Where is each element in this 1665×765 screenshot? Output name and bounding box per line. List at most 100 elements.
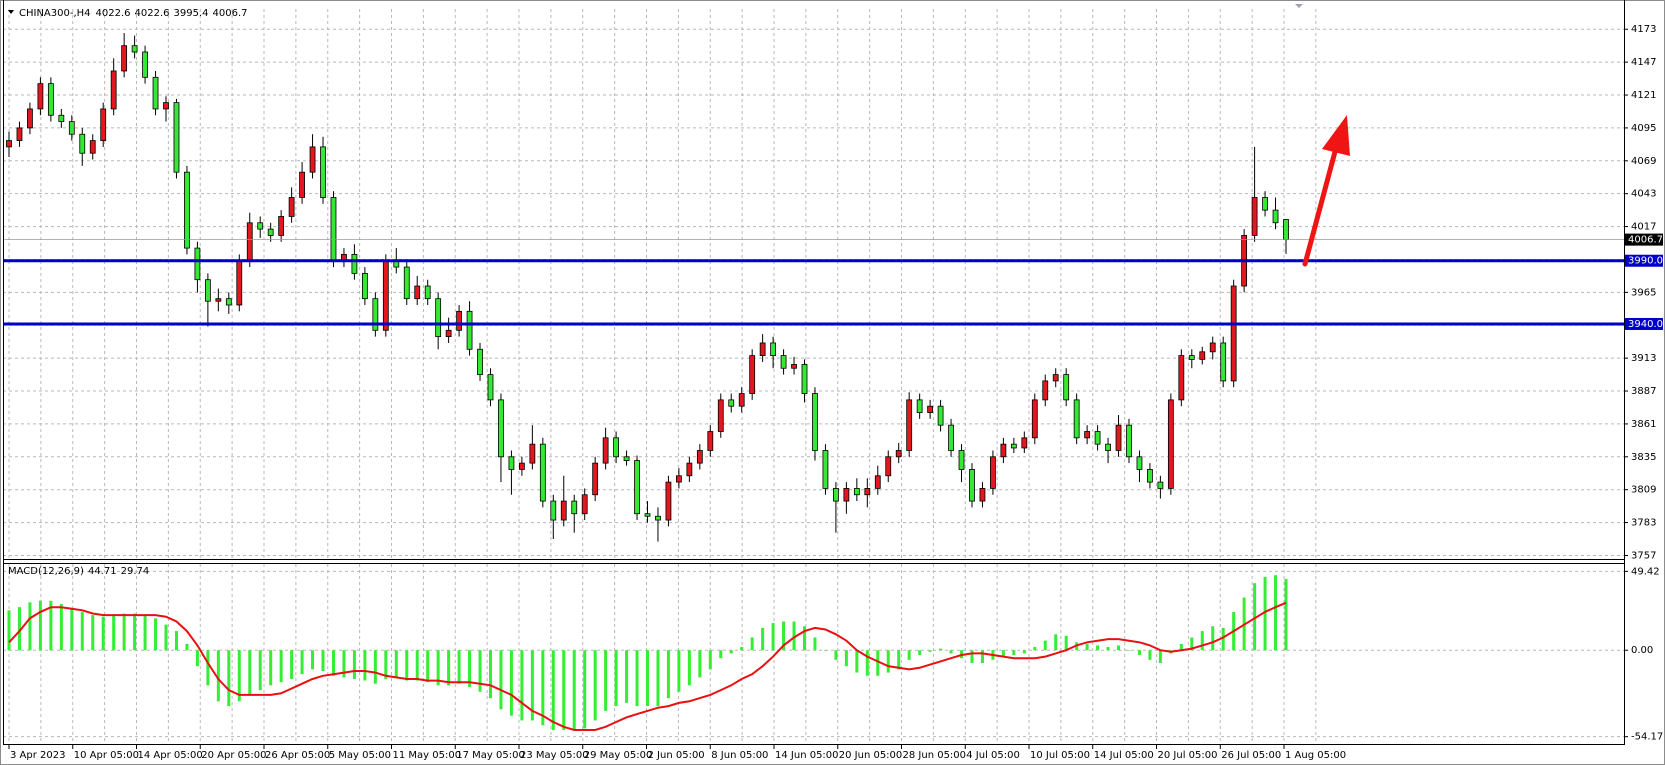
candle-body: [110, 70, 117, 110]
time-label: 1 Aug 05:00: [1285, 750, 1346, 761]
macd-bar: [101, 616, 105, 651]
macd-bar: [405, 650, 409, 681]
candle-body: [498, 399, 504, 458]
macd-bar: [185, 643, 189, 651]
header-menu-icon[interactable]: [8, 10, 14, 14]
candle-body: [1199, 351, 1206, 360]
macd-bar: [980, 650, 984, 664]
candle-body: [738, 393, 745, 407]
candle-body: [1157, 481, 1164, 489]
candle-body: [163, 102, 169, 110]
signal-line: [8, 601, 1287, 731]
candle-body: [728, 399, 735, 407]
macd-bar: [122, 613, 126, 651]
macd-bar: [708, 650, 712, 670]
macd-bar: [687, 650, 691, 686]
macd-bar: [499, 650, 503, 710]
macd-bar: [635, 650, 639, 707]
candle-body: [874, 475, 881, 489]
candle-body: [309, 146, 316, 173]
candle-body: [16, 127, 23, 141]
candle-body: [1147, 469, 1153, 483]
candle-body: [853, 488, 860, 496]
macd-bar: [248, 650, 252, 695]
macd-bar: [457, 650, 461, 684]
candle-body: [257, 222, 264, 230]
candle-body: [1283, 219, 1289, 241]
macd-bar: [886, 650, 890, 673]
macd-bar: [803, 626, 807, 651]
macd-bar: [1179, 643, 1183, 651]
candle-body: [403, 266, 410, 300]
macd-bar: [373, 650, 377, 684]
candle-body: [539, 443, 546, 502]
macd-bar: [551, 650, 555, 731]
candle-body: [1021, 437, 1028, 449]
candle-body: [1094, 431, 1101, 445]
candle-body: [1084, 431, 1091, 439]
level-box: [1625, 317, 1663, 330]
macd-bar: [447, 650, 451, 686]
macd-bar: [855, 650, 859, 673]
y-tick-label: 4173: [1631, 24, 1656, 35]
time-label: 29 May 05:00: [584, 750, 653, 761]
candle-body: [948, 424, 954, 451]
macd-bar: [918, 650, 922, 656]
candle-body: [717, 399, 724, 432]
y-tick-label: 4017: [1631, 222, 1656, 233]
y-tick-label: 3861: [1631, 419, 1656, 430]
time-label: 20 Jul 05:00: [1158, 750, 1218, 761]
macd-bar: [478, 650, 482, 692]
candle-body: [121, 45, 128, 72]
macd-bar: [258, 650, 262, 691]
macd-bar: [1158, 650, 1162, 664]
arrow-shaft: [1302, 145, 1339, 267]
indicator-name: MACD(12,26,9): [8, 566, 84, 577]
macd-bar: [897, 650, 901, 670]
candle-body: [613, 437, 619, 458]
marks-layer: [3, 33, 1624, 731]
candle-body: [225, 298, 232, 306]
candle-body: [969, 469, 975, 502]
candle-body: [833, 488, 839, 502]
candle-body: [822, 450, 829, 489]
time-label: 10 Jul 05:00: [1030, 750, 1090, 761]
candle-body: [236, 260, 243, 306]
macd-bar: [237, 650, 241, 702]
macd-bar: [719, 650, 723, 659]
macd-bar: [970, 650, 974, 664]
candle-body: [68, 121, 75, 135]
macd-bar: [834, 650, 838, 660]
candle-body: [676, 475, 682, 483]
candle-body: [1251, 197, 1258, 236]
candle-body: [372, 298, 379, 331]
candle-body: [916, 399, 923, 413]
candle-body: [1188, 355, 1195, 360]
current-price-label: 4006.7: [1628, 235, 1663, 246]
macd-bar: [28, 602, 32, 651]
candle-body: [508, 456, 515, 470]
header-text: CHINA300-,H4 4022.6 4022.6 3995.4 4006.7: [19, 8, 248, 19]
candle-body: [173, 102, 180, 173]
macd-bar: [488, 650, 492, 699]
macd-bar: [1064, 635, 1068, 651]
macd-bar: [174, 631, 178, 651]
macd-bar: [384, 650, 388, 679]
candle-body: [1126, 424, 1132, 458]
close: 4006.7: [213, 8, 248, 19]
macd-bar: [1033, 647, 1037, 651]
macd-bar: [112, 615, 116, 651]
overlay-layer: 4006.7 3990.0 3940.0: [1625, 233, 1663, 330]
time-label: 2 Jun 05:00: [648, 750, 705, 761]
macd-bar: [509, 650, 513, 716]
macd-bar: [520, 650, 524, 721]
macd-bar: [133, 613, 137, 651]
macd-bar: [1001, 650, 1005, 657]
time-label: 17 May 05:00: [456, 750, 525, 761]
y-tick-label: 4043: [1631, 189, 1656, 200]
candle-body: [518, 462, 525, 470]
macd-bar: [614, 650, 618, 707]
candle-body: [58, 114, 65, 122]
candle-body: [958, 450, 965, 470]
macd-bar: [625, 650, 629, 703]
